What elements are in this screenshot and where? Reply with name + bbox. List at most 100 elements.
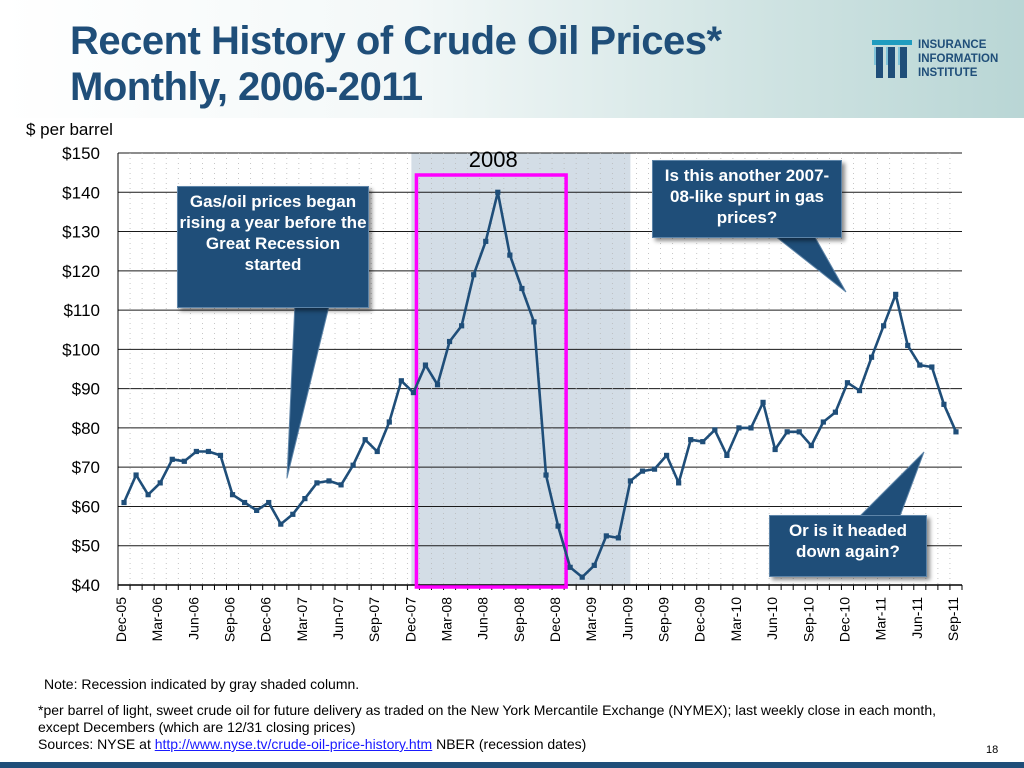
price-point bbox=[603, 533, 609, 539]
price-point bbox=[290, 511, 296, 517]
price-point bbox=[555, 523, 561, 529]
price-point bbox=[157, 480, 163, 486]
header-band bbox=[0, 0, 1024, 118]
price-point bbox=[929, 364, 935, 370]
x-tick-label: Dec-08 bbox=[547, 597, 563, 642]
price-point bbox=[820, 419, 826, 425]
iii-logo: INSURANCE INFORMATION INSTITUTE bbox=[870, 38, 1020, 82]
price-point bbox=[808, 442, 814, 449]
footnote-text: *per barrel of light, sweet crude oil fo… bbox=[38, 702, 936, 735]
price-point bbox=[266, 499, 272, 506]
highlight-layer: 2008 bbox=[414, 147, 568, 589]
highlight-label: 2008 bbox=[469, 147, 518, 172]
y-tick-label: $60 bbox=[72, 497, 100, 516]
sources-suffix: NBER (recession dates) bbox=[432, 736, 587, 752]
price-point bbox=[832, 409, 838, 415]
y-tick-label: $140 bbox=[62, 183, 100, 202]
price-point bbox=[760, 399, 766, 405]
price-point bbox=[471, 272, 477, 278]
x-tick-label: Jun-06 bbox=[185, 597, 201, 640]
x-tick-label: Sep-11 bbox=[945, 597, 961, 641]
pointer-left bbox=[286, 301, 331, 479]
price-point bbox=[362, 437, 368, 443]
price-point bbox=[169, 456, 175, 462]
price-point bbox=[953, 429, 959, 435]
series-layer bbox=[121, 189, 959, 580]
price-point bbox=[314, 480, 320, 486]
x-tick-label: Dec-10 bbox=[836, 597, 852, 642]
price-point bbox=[193, 448, 199, 455]
x-tick-label: Dec-07 bbox=[402, 597, 418, 642]
price-point bbox=[856, 388, 863, 394]
price-point bbox=[881, 323, 887, 329]
price-point bbox=[446, 338, 453, 345]
x-tick-label: Dec-05 bbox=[113, 597, 129, 642]
sources-line: Sources: NYSE at http://www.nyse.tv/crud… bbox=[38, 736, 978, 753]
page-number: 18 bbox=[986, 744, 999, 756]
x-tick-label: Mar-10 bbox=[728, 597, 744, 642]
title-line-2: Monthly, 2006-2011 bbox=[70, 65, 423, 109]
price-point bbox=[639, 468, 646, 474]
price-point bbox=[567, 564, 573, 570]
price-point bbox=[133, 472, 139, 478]
callout-recession-start: Gas/oil prices began rising a year befor… bbox=[177, 186, 369, 308]
price-point bbox=[386, 419, 392, 425]
price-point bbox=[145, 492, 151, 498]
price-point bbox=[531, 319, 537, 325]
price-point bbox=[483, 238, 489, 244]
price-point bbox=[254, 507, 260, 513]
price-point bbox=[748, 425, 754, 431]
price-point bbox=[410, 389, 416, 396]
price-point bbox=[651, 466, 658, 472]
x-tick-label: Jun-10 bbox=[764, 597, 780, 640]
price-point bbox=[278, 521, 284, 527]
callout-headed-down: Or is it headed down again? bbox=[769, 515, 927, 577]
price-point bbox=[772, 446, 778, 453]
price-line bbox=[122, 191, 958, 579]
x-tick-label: Jun-09 bbox=[619, 597, 635, 640]
y-tick-label: $80 bbox=[72, 419, 100, 438]
y-tick-label: $110 bbox=[63, 301, 100, 320]
x-tick-label: Sep-07 bbox=[366, 597, 382, 642]
x-tick-label: Mar-07 bbox=[294, 597, 310, 642]
y-tick-label: $120 bbox=[62, 262, 100, 281]
logo-line-3: INSTITUTE bbox=[918, 67, 978, 79]
price-point bbox=[917, 362, 923, 368]
price-point bbox=[121, 499, 127, 506]
slide-title: Recent History of Crude Oil Prices* Mont… bbox=[70, 18, 722, 110]
y-tick-labels: $150 $140 $130 $120 $110 $100 $90 $80 $70 $60 $50 $… bbox=[62, 144, 100, 595]
y-tick-label: $40 bbox=[72, 576, 100, 595]
x-tick-label: Mar-09 bbox=[583, 597, 599, 642]
y-tick-label: $50 bbox=[72, 537, 100, 556]
y-tick-label: $150 bbox=[62, 144, 100, 163]
highlight-box-2008 bbox=[414, 173, 568, 589]
price-point bbox=[507, 252, 513, 258]
price-point bbox=[350, 462, 356, 468]
x-tick-label: Dec-06 bbox=[258, 597, 274, 642]
logo-line-2: INFORMATION bbox=[918, 53, 999, 65]
price-point bbox=[941, 401, 947, 407]
price-point bbox=[615, 535, 621, 541]
price-point bbox=[664, 452, 670, 458]
price-point bbox=[712, 427, 718, 433]
price-point bbox=[724, 452, 730, 458]
iii-logo-icon bbox=[872, 40, 912, 78]
x-tick-label: Dec-09 bbox=[692, 597, 708, 642]
sources-link[interactable]: http://www.nyse.tv/crude-oil-price-histo… bbox=[154, 736, 433, 752]
price-point bbox=[205, 448, 212, 455]
price-point bbox=[591, 562, 597, 568]
price-point bbox=[326, 478, 332, 484]
price-point bbox=[338, 482, 344, 488]
price-point bbox=[736, 425, 742, 431]
x-tick-label: Sep-08 bbox=[511, 597, 527, 642]
x-tick-label: Jun-07 bbox=[330, 597, 346, 640]
x-tick-label: Jun-11 bbox=[909, 597, 925, 639]
sources-prefix: Sources: NYSE at bbox=[38, 736, 155, 752]
price-point bbox=[495, 189, 501, 195]
x-tick-label: Mar-11 bbox=[873, 597, 889, 641]
price-point bbox=[868, 354, 875, 360]
recession-layer bbox=[411, 153, 631, 585]
price-point bbox=[459, 323, 465, 329]
y-tick-label: $100 bbox=[62, 340, 100, 359]
price-point bbox=[893, 291, 899, 297]
